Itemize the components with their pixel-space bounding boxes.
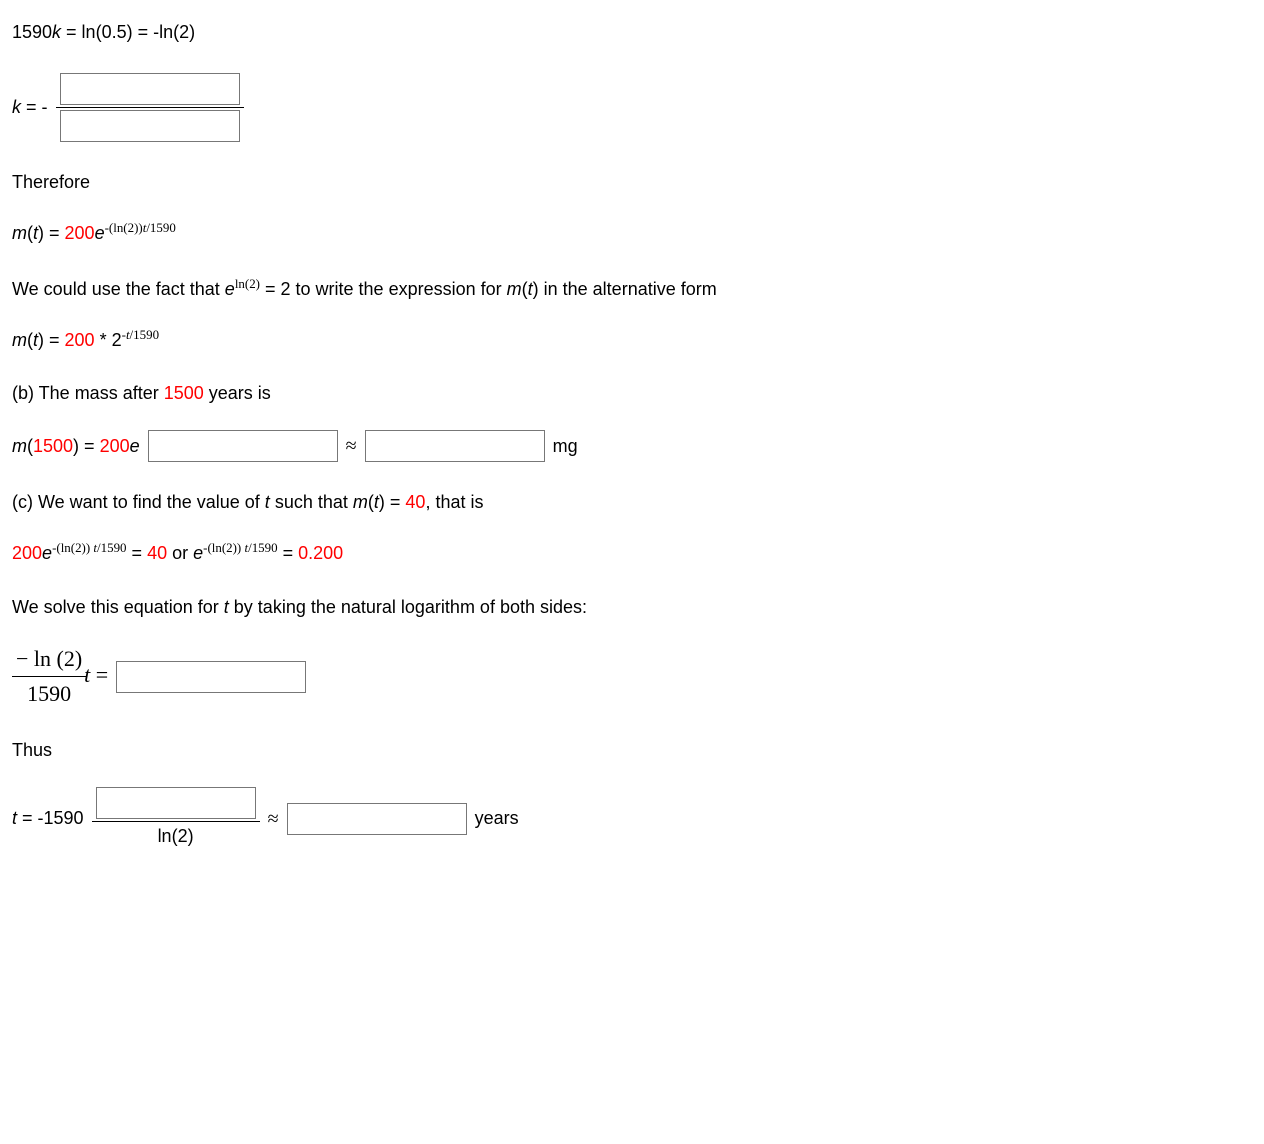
b-1500: 1500 [164, 383, 204, 403]
k-denominator-input[interactable] [60, 110, 240, 142]
solve-paragraph: We solve this equation for t by taking t… [12, 595, 1252, 620]
t-value-input[interactable] [287, 803, 467, 835]
txt-a: We could use the fact that [12, 279, 225, 299]
or: or [167, 543, 193, 563]
t-den: ln(2) [92, 822, 260, 849]
e2: e [193, 543, 203, 563]
m: m [12, 330, 27, 350]
m1500-exponent-input[interactable] [148, 430, 338, 462]
val-0200: 0.200 [298, 543, 343, 563]
c-a: (c) We want to find the value of [12, 492, 265, 512]
lnfrac-line: − ln (2) 1590 t = [12, 644, 1252, 711]
b-a: (b) The mass after [12, 383, 164, 403]
coef-200: 200 [65, 223, 95, 243]
t-final-line: t = -1590 ln(2) ≈ years [12, 787, 1252, 849]
coef-200: 200 [100, 436, 130, 456]
lnfrac-rhs-input[interactable] [116, 661, 306, 693]
equation-1590k: 1590k = ln(0.5) = -ln(2) [12, 20, 1252, 45]
thus-label: Thus [12, 738, 1252, 763]
mt-power2-form: m(t) = 200 * 2-t/1590 [12, 326, 1252, 353]
t-fraction: ln(2) [92, 787, 260, 849]
var-k: k [12, 97, 21, 117]
part-c-equation: 200e-(ln(2)) t/1590 = 40 or e-(ln(2)) t/… [12, 539, 1252, 566]
m1500-value-input[interactable] [365, 430, 545, 462]
m1500-line: m(1500) = 200e ≈ mg [12, 430, 1252, 462]
unit-mg: mg [553, 434, 578, 459]
c-b: such that [270, 492, 353, 512]
unit-years: years [475, 806, 519, 831]
eq: = [90, 662, 108, 687]
k-fraction [56, 73, 244, 142]
b-b: years is [204, 383, 271, 403]
eq: ) = [38, 330, 65, 350]
lnfrac: − ln (2) 1590 [12, 644, 86, 711]
t-numerator-input[interactable] [96, 787, 256, 819]
txt-c: in the alternative form [539, 279, 717, 299]
m: m [12, 223, 27, 243]
coef-1590: 1590 [12, 22, 52, 42]
eq1: = [127, 543, 148, 563]
lnfrac-num: − ln (2) [12, 644, 86, 678]
eq: ) = [73, 436, 100, 456]
approx-symbol: ≈ [268, 805, 279, 833]
k-equals-fraction: k = - [12, 73, 1252, 142]
k-numerator-input[interactable] [60, 73, 240, 105]
star2: * 2 [95, 330, 122, 350]
eq: = [385, 492, 406, 512]
e: e [130, 436, 140, 456]
arg-1500: 1500 [33, 436, 73, 456]
therefore-label: Therefore [12, 170, 1252, 195]
forty: 40 [405, 492, 425, 512]
var-k: k [52, 22, 61, 42]
e2b: /1590 [248, 540, 278, 555]
approx-symbol: ≈ [346, 432, 357, 460]
eq-neg1590: = -1590 [17, 808, 84, 828]
lnfrac-den: 1590 [12, 677, 86, 710]
e: e [225, 279, 235, 299]
c-d: , that is [425, 492, 483, 512]
e1a: -(ln(2)) [52, 540, 93, 555]
e2a: -(ln(2)) [203, 540, 244, 555]
m: m [507, 279, 522, 299]
exp-a: -(ln(2)) [105, 220, 143, 235]
e: e [95, 223, 105, 243]
exp-b: /1590 [146, 220, 176, 235]
e1: e [42, 543, 52, 563]
mt-exp-form: m(t) = 200e-(ln(2))t/1590 [12, 219, 1252, 246]
part-b-text: (b) The mass after 1500 years is [12, 381, 1252, 406]
equals-minus: = - [21, 97, 48, 117]
e1b: /1590 [97, 540, 127, 555]
close-eq: ) = [38, 223, 65, 243]
m: m [12, 436, 27, 456]
eq-rest: = ln(0.5) = -ln(2) [61, 22, 195, 42]
eq2: = [278, 543, 299, 563]
forty: 40 [147, 543, 167, 563]
coef-200: 200 [12, 543, 42, 563]
eln2-paragraph: We could use the fact that eln(2) = 2 to… [12, 275, 1252, 302]
coef-200: 200 [65, 330, 95, 350]
exp-suf: /1590 [130, 327, 160, 342]
txt-b: = 2 to write the expression for [260, 279, 507, 299]
exp-ln2: ln(2) [235, 276, 260, 291]
s-a: We solve this equation for [12, 597, 224, 617]
part-c-text: (c) We want to find the value of t such … [12, 490, 1252, 515]
s-b: by taking the natural logarithm of both … [229, 597, 587, 617]
m: m [353, 492, 368, 512]
